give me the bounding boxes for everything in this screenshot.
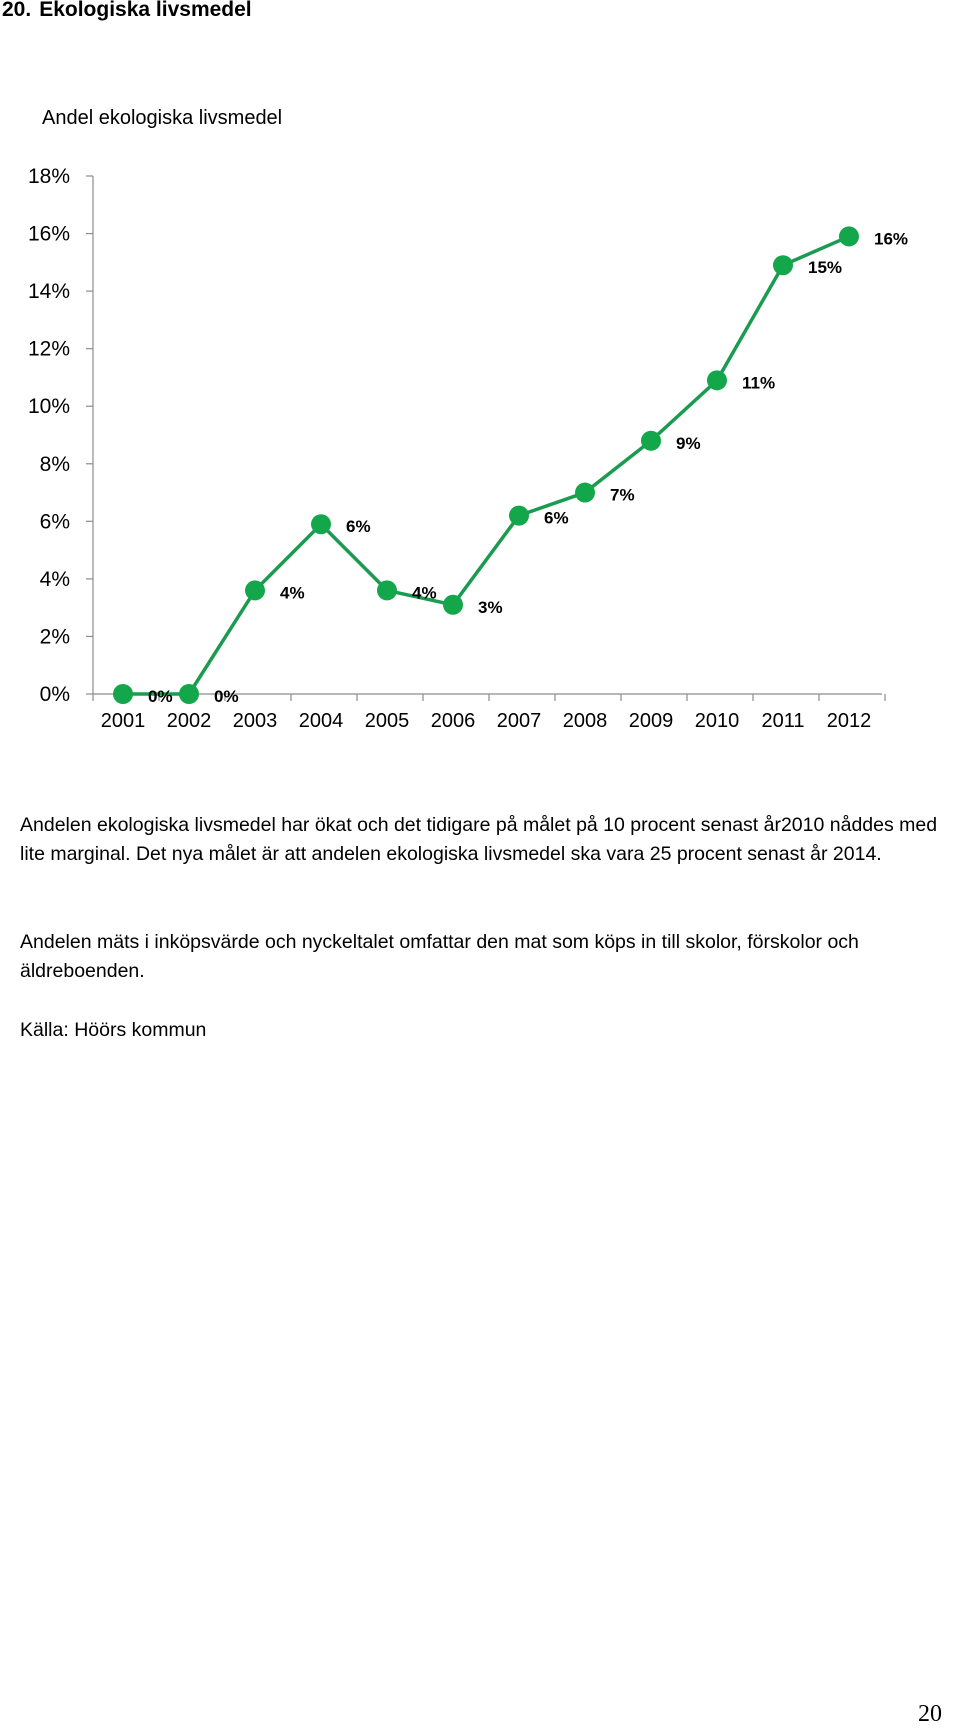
data-point [707, 370, 727, 391]
y-tick-label: 16% [28, 223, 70, 246]
y-tick-label: 14% [28, 280, 70, 303]
data-point [839, 226, 859, 247]
section-number: 20. [2, 0, 32, 21]
data-point [113, 684, 133, 704]
data-point [377, 580, 397, 601]
x-tick-label: 2001 [101, 710, 146, 732]
data-label: 4% [280, 583, 305, 602]
y-axis: 0% 2% 4% 6% 8% 10% 12% 14% 16% 18% [28, 165, 94, 706]
y-tick-label: 8% [40, 453, 70, 476]
data-label: 4% [412, 583, 437, 602]
x-tick-label: 2005 [365, 710, 410, 732]
data-point [641, 430, 661, 451]
paragraph-goal: Andelen ekologiska livsmedel har ökat oc… [20, 814, 938, 865]
data-label: 7% [610, 486, 635, 505]
x-tick-label: 2008 [563, 710, 608, 732]
y-tick-label: 12% [28, 338, 70, 361]
series-line [123, 234, 850, 696]
data-label: 16% [874, 229, 908, 248]
data-point [179, 684, 199, 704]
section-heading: 20. Ekologiska livsmedel [2, 0, 252, 22]
x-tick-label: 2004 [299, 710, 344, 732]
x-tick-label: 2012 [827, 710, 872, 732]
x-axis: 2001 2002 2003 2004 2005 2006 2007 2008 2009 2010… [92, 693, 886, 732]
x-tick-label: 2003 [233, 710, 278, 732]
x-tick-label: 2011 [761, 710, 804, 732]
data-label: 11% [742, 373, 775, 392]
data-label: 9% [676, 434, 701, 453]
x-tick-label: 2009 [629, 710, 674, 732]
line-chart: Andel ekologiska livsmedel 0% 2% 4% 6% 8% 10%… [28, 107, 908, 732]
chart-title: Andel ekologiska livsmedel [42, 107, 282, 129]
x-tick-label: 2006 [431, 710, 476, 732]
data-point [773, 255, 793, 276]
data-label: 0% [148, 687, 173, 706]
data-point [443, 594, 463, 615]
y-tick-label: 2% [40, 625, 70, 648]
data-point [509, 505, 529, 526]
y-tick-label: 6% [40, 510, 70, 533]
y-tick-label: 4% [40, 568, 70, 591]
x-tick-label: 2007 [497, 710, 542, 732]
y-tick-label: 18% [28, 165, 70, 188]
data-point [311, 514, 331, 535]
data-label: 6% [346, 517, 371, 536]
data-label: 15% [808, 258, 842, 277]
y-tick-label: 0% [40, 683, 70, 706]
x-tick-label: 2002 [167, 710, 212, 732]
series: 0% 0% 4% 6% 4% 3% 6% 7% 9% 11% 15% 16% [113, 226, 908, 706]
paragraph-source: Källa: Höörs kommun [20, 1019, 207, 1041]
data-point [245, 580, 265, 601]
data-label: 6% [544, 509, 569, 528]
x-tick-label: 2010 [695, 710, 740, 732]
data-label: 3% [478, 598, 503, 617]
y-tick-label: 10% [28, 395, 70, 418]
paragraph-measurement: Andelen mäts i inköpsvärde och nyckeltal… [20, 931, 859, 982]
section-title: Ekologiska livsmedel [39, 0, 252, 21]
data-point [575, 482, 595, 503]
page-number: 20 [918, 1701, 942, 1727]
data-label: 0% [214, 687, 239, 706]
